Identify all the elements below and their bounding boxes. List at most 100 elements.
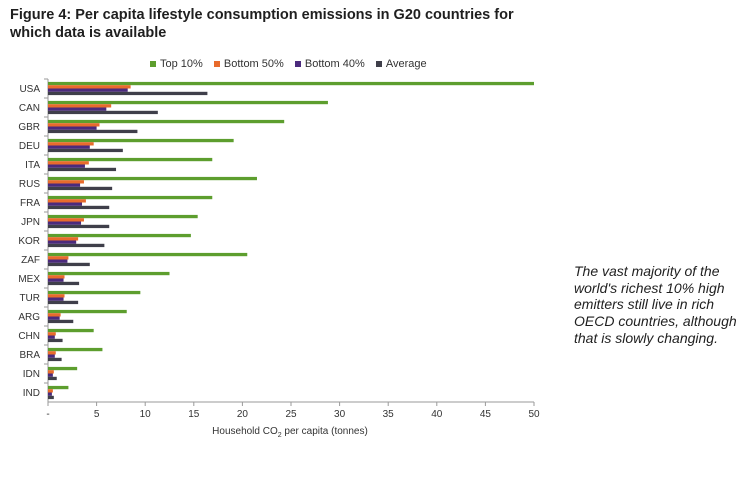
legend-item-top10: Top 10% (150, 58, 203, 70)
bar-chn-top10 (48, 328, 94, 333)
x-axis-label-tail: per capita (tonnes) (282, 426, 368, 437)
bar-can-top10 (48, 100, 328, 105)
legend-label-bottom40: Bottom 40% (304, 58, 365, 70)
x-tick-label: 10 (140, 409, 152, 420)
bar-zaf-average (48, 262, 90, 267)
bar-ita-bottom40 (48, 164, 85, 168)
bar-usa-average (48, 91, 208, 96)
bar-gbr-top10 (48, 119, 285, 124)
y-tick-label: ITA (25, 160, 40, 171)
bar-arg-average (48, 319, 74, 324)
bar-zaf-top10 (48, 252, 248, 257)
bar-usa-bottom40 (48, 88, 128, 92)
y-tick-label: TUR (19, 293, 40, 304)
bar-fra-top10 (48, 195, 213, 200)
callout-text: The vast majority of the world's richest… (574, 263, 737, 346)
bar-kor-bottom40 (48, 240, 77, 244)
bar-ita-bottom50 (48, 161, 89, 165)
x-axis-label: Household CO2 per capita (tonnes) (212, 426, 368, 439)
bar-idn-bottom40 (48, 373, 53, 377)
bar-gbr-average (48, 129, 138, 134)
bar-tur-average (48, 300, 79, 305)
y-tick-label: ARG (18, 312, 40, 323)
bar-kor-top10 (48, 233, 191, 238)
bar-tur-top10 (48, 290, 141, 295)
legend-label-average: Average (385, 58, 427, 70)
bar-bra-top10 (48, 347, 103, 352)
legend-item-bottom40: Bottom 40% (294, 58, 365, 70)
y-tick-label: ZAF (21, 255, 40, 266)
bar-ind-top10 (48, 385, 69, 390)
bar-mex-bottom50 (48, 275, 65, 279)
bar-zaf-bottom40 (48, 259, 68, 263)
bar-idn-bottom50 (48, 370, 54, 374)
legend: Top 10% Bottom 50% Bottom 40% Average (150, 58, 435, 70)
bar-can-average (48, 110, 158, 115)
x-tick-label: 40 (431, 409, 443, 420)
bar-rus-bottom50 (48, 180, 84, 184)
bar-ita-top10 (48, 157, 213, 162)
x-tick-label: 15 (188, 409, 200, 420)
bar-ind-bottom40 (48, 392, 52, 396)
bar-bra-average (48, 357, 62, 362)
legend-item-bottom50: Bottom 50% (213, 58, 284, 70)
legend-item-average: Average (375, 58, 427, 70)
y-tick-label: IDN (23, 369, 40, 380)
y-tick-label: CAN (19, 103, 40, 114)
bar-gbr-bottom40 (48, 126, 97, 130)
legend-swatch-top10 (150, 61, 156, 67)
x-axis-label-main: Household CO (212, 426, 278, 437)
bar-can-bottom40 (48, 107, 107, 111)
x-tick-label: 45 (480, 409, 492, 420)
bar-ita-average (48, 167, 117, 172)
bar-can-bottom50 (48, 104, 112, 108)
bar-gbr-bottom50 (48, 123, 100, 127)
y-tick-label: KOR (18, 236, 40, 247)
y-tick-label: CHN (18, 331, 40, 342)
x-tick-label: 5 (94, 409, 100, 420)
bar-ind-average (48, 395, 54, 400)
x-axis-label-subscript: 2 (278, 432, 282, 439)
x-tick-label: 35 (383, 409, 395, 420)
bar-mex-top10 (48, 271, 170, 276)
x-tick-label: 30 (334, 409, 346, 420)
bar-jpn-average (48, 224, 110, 229)
y-tick-label: GBR (18, 122, 40, 133)
bar-tur-bottom50 (48, 294, 65, 298)
y-tick-label: IND (23, 388, 40, 399)
y-tick-label: RUS (19, 179, 40, 190)
bar-zaf-bottom50 (48, 256, 69, 260)
x-tick-label: 20 (237, 409, 249, 420)
bar-chn-average (48, 338, 63, 343)
y-tick-label: BRA (19, 350, 40, 361)
bar-deu-bottom50 (48, 142, 94, 146)
bar-bra-bottom40 (48, 354, 55, 358)
bar-arg-top10 (48, 309, 127, 314)
legend-swatch-bottom50 (213, 61, 220, 67)
legend-swatch-bottom40 (294, 61, 301, 67)
bar-rus-top10 (48, 176, 257, 181)
y-tick-label: MEX (18, 274, 40, 285)
bar-mex-bottom40 (48, 278, 64, 282)
bar-jpn-bottom50 (48, 218, 84, 222)
bar-usa-bottom50 (48, 85, 131, 89)
bar-fra-average (48, 205, 110, 210)
bar-chn-bottom40 (48, 335, 55, 339)
legend-label-top10: Top 10% (160, 58, 203, 70)
y-tick-label: FRA (20, 198, 40, 209)
x-tick-label: 25 (285, 409, 297, 420)
bar-bra-bottom50 (48, 351, 56, 355)
bar-tur-bottom40 (48, 297, 64, 301)
chart-title: Figure 4: Per capita lifestyle consumpti… (10, 7, 514, 41)
bar-jpn-bottom40 (48, 221, 82, 225)
bar-fra-bottom50 (48, 199, 86, 203)
bar-deu-bottom40 (48, 145, 90, 149)
bar-arg-bottom40 (48, 316, 60, 320)
bar-fra-bottom40 (48, 202, 83, 206)
x-tick-label: - (46, 409, 49, 420)
bar-deu-average (48, 148, 123, 153)
bar-idn-average (48, 376, 57, 381)
y-tick-label: USA (19, 84, 40, 95)
bar-deu-top10 (48, 138, 234, 143)
